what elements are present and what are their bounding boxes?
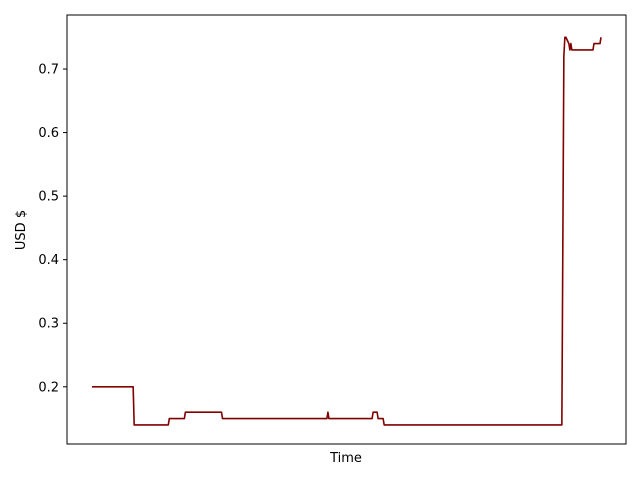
y-tick-label: 0.5 <box>38 190 59 205</box>
y-tick-label: 0.4 <box>38 253 59 268</box>
y-axis-ticks: 0.2 0.3 0.4 0.5 0.6 0.7 <box>38 63 67 395</box>
y-tick-label: 0.3 <box>38 317 59 332</box>
y-tick-label: 0.7 <box>38 63 59 78</box>
plot-area <box>92 36 602 426</box>
x-axis-label: Time <box>329 451 362 466</box>
y-axis-label: USD $ <box>14 210 29 250</box>
axes-frame <box>66 14 627 445</box>
price-series-line <box>92 36 602 426</box>
y-tick-label: 0.2 <box>38 380 59 395</box>
y-tick-label: 0.6 <box>38 126 59 141</box>
